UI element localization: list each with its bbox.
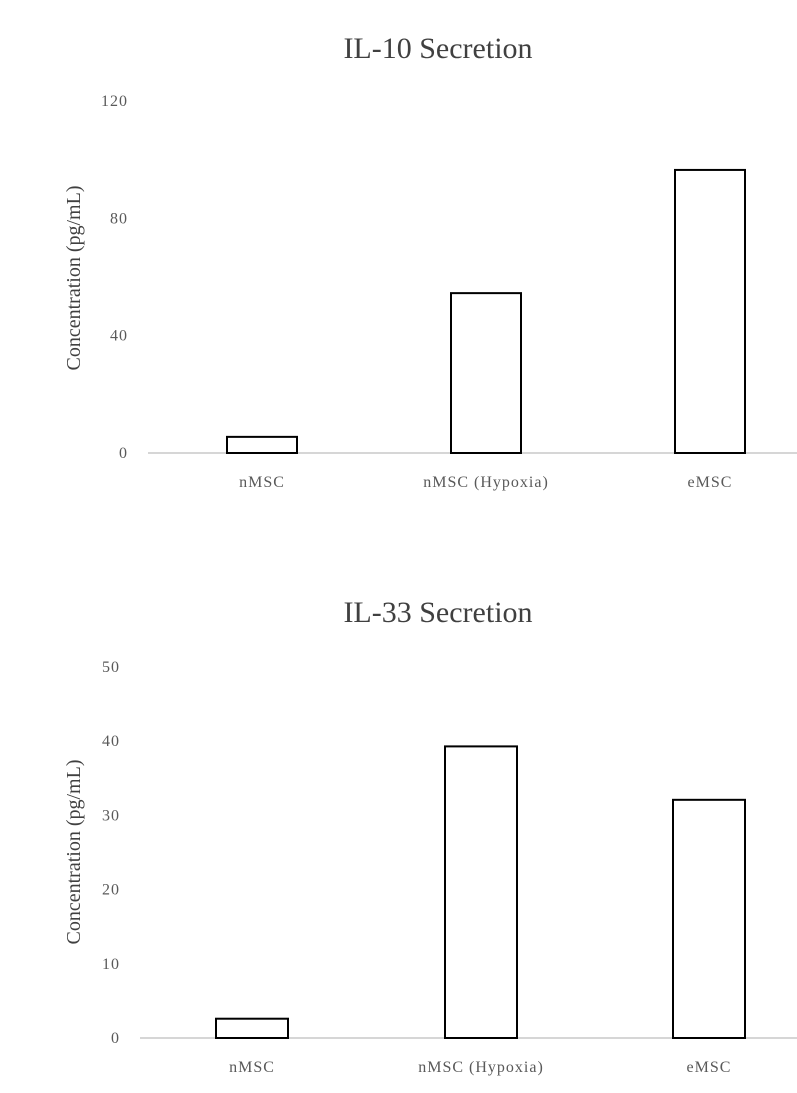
y-tick-label: 20 — [102, 882, 120, 899]
bars — [226, 168, 746, 455]
chart-il10: IL-10 Secretion Concentration (pg/mL) 0 4… — [0, 0, 797, 540]
chart-title: IL-10 Secretion — [343, 32, 532, 65]
bars — [215, 745, 746, 1040]
y-tick-label: 40 — [110, 328, 128, 345]
y-tick-label: 0 — [111, 1030, 120, 1047]
y-tick-labels: 0 40 80 120 — [101, 93, 128, 462]
chart-il33: IL-33 Secretion Concentration (pg/mL) 0 1… — [0, 560, 797, 1093]
y-tick-label: 80 — [110, 210, 128, 227]
y-tick-label: 10 — [102, 956, 120, 973]
y-tick-label: 40 — [102, 733, 120, 750]
chart-il33-svg: IL-33 Secretion Concentration (pg/mL) 0 1… — [63, 596, 797, 1076]
y-axis-label: Concentration (pg/mL) — [63, 760, 85, 945]
y-tick-label: 50 — [102, 659, 120, 676]
category-labels: nMSC nMSC (Hypoxia) eMSC — [239, 474, 733, 491]
x-category-label: nMSC — [229, 1059, 275, 1076]
bar-nmsc — [215, 1017, 289, 1040]
bar-nmsc-hypoxia — [444, 745, 518, 1039]
y-tick-labels: 0 10 20 30 40 50 — [102, 659, 120, 1047]
chart-il10-svg: IL-10 Secretion Concentration (pg/mL) 0 4… — [63, 32, 797, 491]
bar-emsc — [672, 798, 746, 1039]
y-tick-label: 30 — [102, 807, 120, 824]
x-category-label: nMSC (Hypoxia) — [418, 1059, 544, 1076]
bar-nmsc — [226, 435, 298, 455]
bar-emsc — [674, 168, 746, 455]
x-category-label: eMSC — [688, 474, 733, 491]
y-tick-label: 0 — [119, 445, 128, 462]
x-category-label: eMSC — [687, 1059, 732, 1076]
x-category-label: nMSC — [239, 474, 285, 491]
chart-title: IL-33 Secretion — [343, 596, 532, 629]
category-labels: nMSC nMSC (Hypoxia) eMSC — [229, 1059, 732, 1076]
y-tick-label: 120 — [101, 93, 128, 110]
bar-nmsc-hypoxia — [450, 292, 522, 454]
x-category-label: nMSC (Hypoxia) — [423, 474, 549, 491]
y-axis-label: Concentration (pg/mL) — [63, 186, 85, 371]
